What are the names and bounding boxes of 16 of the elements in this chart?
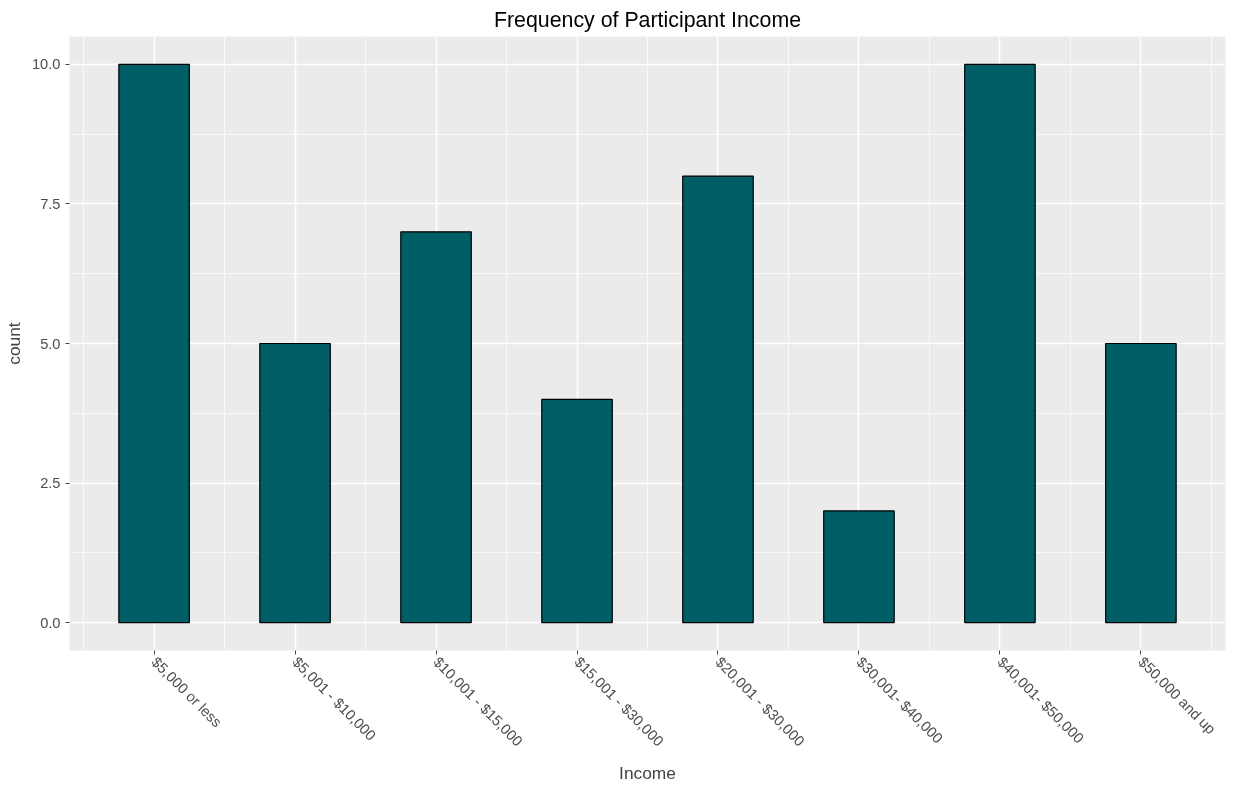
y-tick-label: 0.0 (40, 614, 61, 631)
chart-title: Frequency of Participant Income (493, 7, 802, 32)
bar (823, 510, 895, 624)
y-axis-title: count (3, 322, 24, 365)
bar (259, 342, 331, 624)
y-tick-label: 5.0 (40, 335, 61, 352)
bar (964, 63, 1036, 624)
bar (1105, 342, 1177, 624)
bar (400, 231, 472, 624)
bar (682, 175, 754, 624)
y-tick-label: 2.5 (40, 475, 61, 492)
y-tick-label: 7.5 (40, 195, 61, 212)
bar (118, 63, 190, 624)
y-tick-label: 10.0 (31, 56, 61, 73)
x-axis-title: Income (619, 762, 676, 783)
bar (541, 398, 613, 624)
